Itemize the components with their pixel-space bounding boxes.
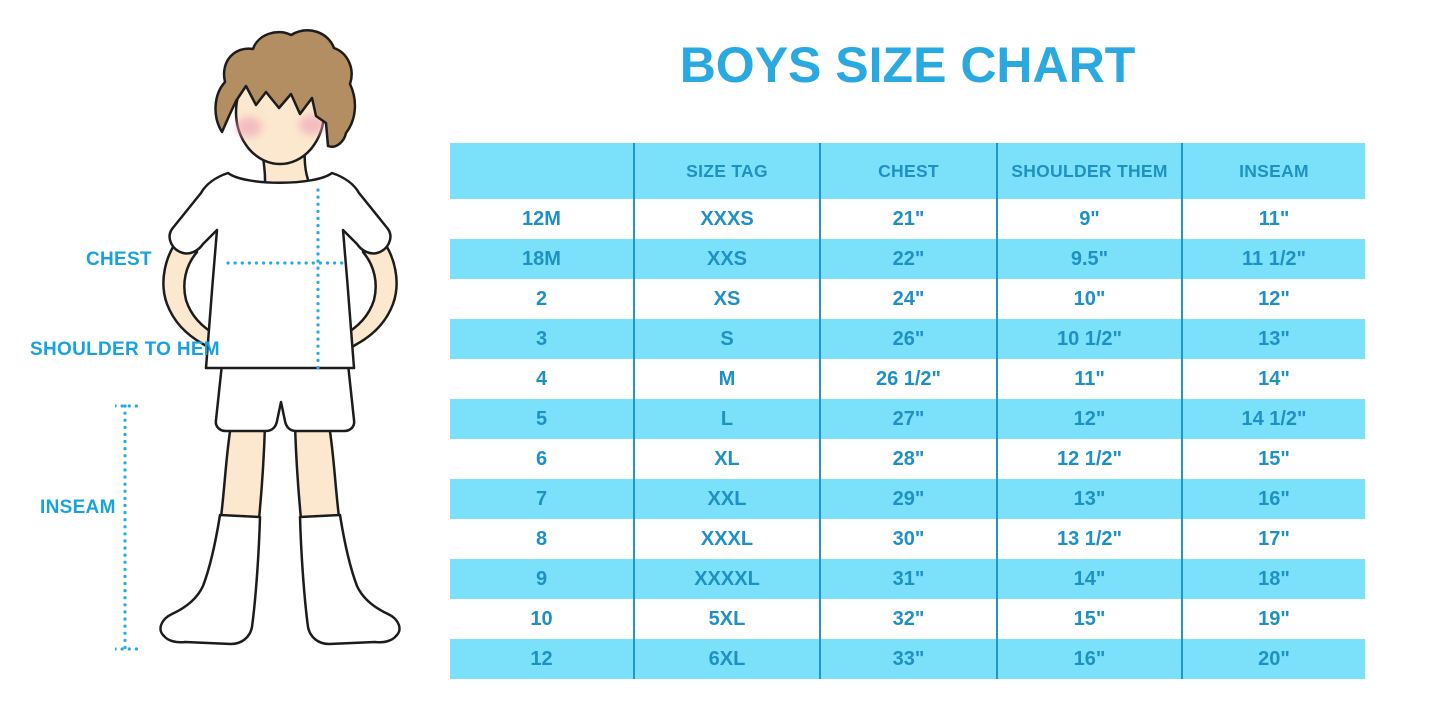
table-cell: M xyxy=(633,359,820,399)
boy-illustration xyxy=(115,29,401,651)
table-cell: 3 xyxy=(450,319,634,359)
table-cell: XXL xyxy=(633,479,820,519)
table-cell: 20" xyxy=(1181,639,1365,679)
table-cell: 16" xyxy=(996,639,1182,679)
table-cell: XXXL xyxy=(633,519,820,559)
column-header-inseam: INSEAM xyxy=(1181,143,1365,199)
table-cell: 12" xyxy=(1181,279,1365,319)
table-row: 6 XL 28" 12 1/2" 15" xyxy=(450,439,1365,479)
measurement-lines xyxy=(115,188,348,651)
boy-shorts xyxy=(214,362,356,433)
table-cell: 18M xyxy=(450,239,634,279)
table-cell: 12 xyxy=(450,639,634,679)
table-row: 10 5XL 32" 15" 19" xyxy=(450,599,1365,639)
table-cell: 15" xyxy=(996,599,1182,639)
table-cell: 26" xyxy=(819,319,997,359)
column-header-shoulder-them: SHOULDER THEM xyxy=(996,143,1182,199)
boy-left-leg xyxy=(219,423,267,521)
table-cell: XS xyxy=(633,279,820,319)
header-row: SIZE TAG CHEST SHOULDER THEM INSEAM xyxy=(450,143,1365,199)
table-cell: XXXXL xyxy=(633,559,820,599)
table-cell: 6XL xyxy=(633,639,820,679)
table-cell: 30" xyxy=(819,519,997,559)
chest-label: CHEST xyxy=(86,249,152,270)
table-row: 5 L 27" 12" 14 1/2" xyxy=(450,399,1365,439)
table-cell: 9 xyxy=(450,559,634,599)
table-cell: 9.5" xyxy=(996,239,1182,279)
table-cell: 11" xyxy=(996,359,1182,399)
table-cell: 12" xyxy=(996,399,1182,439)
column-header-size-tag: SIZE TAG xyxy=(633,143,820,199)
boy-left-cheek-blush xyxy=(236,117,262,137)
table-row: 7 XXL 29" 13" 16" xyxy=(450,479,1365,519)
table-cell: XXXS xyxy=(633,199,820,239)
page-title: BOYS SIZE CHART xyxy=(679,37,1136,93)
table-cell: 10 1/2" xyxy=(996,319,1182,359)
table-cell: 13" xyxy=(996,479,1182,519)
boy-left-sock xyxy=(159,513,262,646)
table-cell: 5XL xyxy=(633,599,820,639)
table-cell: XL xyxy=(633,439,820,479)
boy-right-leg xyxy=(293,423,341,521)
table-cell: 26 1/2" xyxy=(819,359,997,399)
table-cell: 9" xyxy=(996,199,1182,239)
table-cell: 18" xyxy=(1181,559,1365,599)
measurement-diagram: CHEST SHOULDER TO HEM INSEAM xyxy=(0,0,450,723)
table-cell: 10 xyxy=(530,607,553,630)
shoulder-to-hem-label: SHOULDER TO HEM xyxy=(30,339,220,360)
table-body: 12M XXXS 21" 9" 11" 18M XXS 22" 9.5" 11 1/2" 2 XS 24… xyxy=(450,199,1365,679)
table-cell: 27" xyxy=(819,399,997,439)
table-cell: 6 xyxy=(535,447,548,470)
table-cell: 11 1/2" xyxy=(1181,239,1365,279)
table-cell: 13 1/2" xyxy=(996,519,1182,559)
table-cell: S xyxy=(633,319,820,359)
table-cell: 16" xyxy=(1181,479,1365,519)
table-cell: 31" xyxy=(819,559,997,599)
table-cell: 17" xyxy=(1181,519,1365,559)
table-cell: XXS xyxy=(633,239,820,279)
table-row: 12M XXXS 21" 9" 11" xyxy=(450,199,1365,239)
table-cell: 14 1/2" xyxy=(1181,399,1365,439)
table-cell: 12M xyxy=(522,207,561,230)
table-cell: 2 xyxy=(535,287,548,310)
table-cell: 11" xyxy=(1181,199,1365,239)
table-cell: 28" xyxy=(819,439,997,479)
table-row: 18M XXS 22" 9.5" 11 1/2" xyxy=(450,239,1365,279)
table-row: 9 XXXXL 31" 14" 18" xyxy=(450,559,1365,599)
column-header-chest: CHEST xyxy=(819,143,997,199)
table-cell: 14" xyxy=(1181,359,1365,399)
inseam-label: INSEAM xyxy=(40,497,116,518)
table-row: 2 XS 24" 10" 12" xyxy=(450,279,1365,319)
boy-right-sock xyxy=(298,513,401,646)
table-row: 12 6XL 33" 16" 20" xyxy=(450,639,1365,679)
table-cell: 32" xyxy=(819,599,997,639)
table-cell: 7 xyxy=(450,479,634,519)
table-cell: 22" xyxy=(819,239,997,279)
table-cell: 4 xyxy=(535,367,548,390)
table-cell: 29" xyxy=(819,479,997,519)
table-cell: 19" xyxy=(1181,599,1365,639)
table-cell: 10" xyxy=(996,279,1182,319)
table-cell: 5 xyxy=(450,399,634,439)
boy-right-cheek-blush xyxy=(299,115,325,135)
table-cell: 14" xyxy=(996,559,1182,599)
table-cell: 8 xyxy=(535,527,548,550)
table-cell: 21" xyxy=(819,199,997,239)
table-row: 3 S 26" 10 1/2" 13" xyxy=(450,319,1365,359)
boy-tshirt xyxy=(168,171,392,370)
table-cell: 15" xyxy=(1181,439,1365,479)
table-cell: 13" xyxy=(1181,319,1365,359)
column-header-size xyxy=(450,143,634,199)
size-chart-table: SIZE TAG CHEST SHOULDER THEM INSEAM 12M XXXS… xyxy=(450,143,1365,679)
table-cell: L xyxy=(633,399,820,439)
table-row: 8 XXXL 30" 13 1/2" 17" xyxy=(450,519,1365,559)
table-header: SIZE TAG CHEST SHOULDER THEM INSEAM xyxy=(450,143,1365,199)
table-cell: 24" xyxy=(819,279,997,319)
table-row: 4 M 26 1/2" 11" 14" xyxy=(450,359,1365,399)
table-cell: 33" xyxy=(819,639,997,679)
boy-hair xyxy=(214,29,357,148)
table-cell: 12 1/2" xyxy=(996,439,1182,479)
